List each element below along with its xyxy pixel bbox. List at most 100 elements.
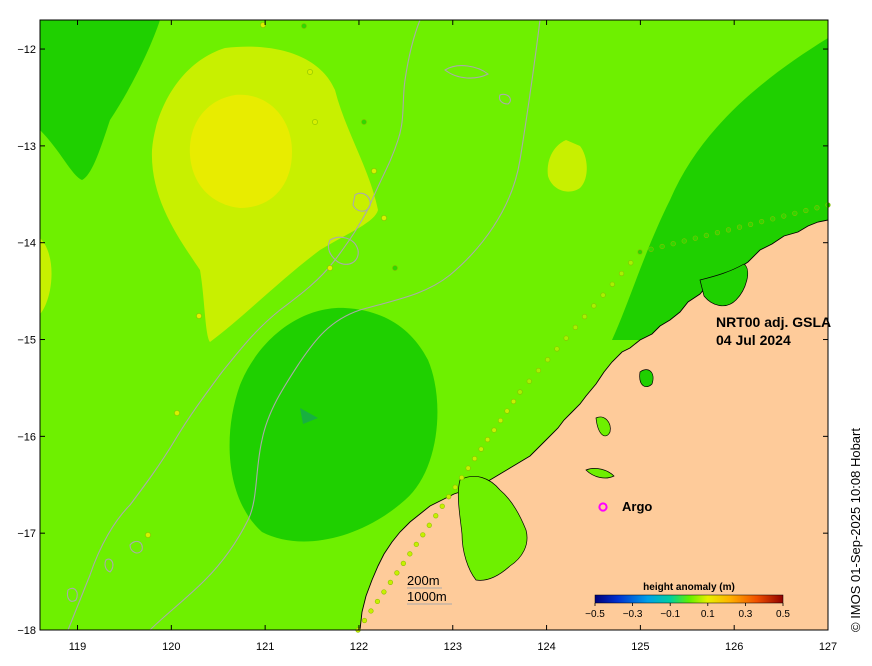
high-anomaly-west-edge	[40, 238, 52, 314]
coastal-wetland-3	[639, 369, 654, 387]
track-dot	[582, 314, 588, 320]
track-dot	[381, 589, 387, 595]
x-tick-label: 121	[256, 641, 274, 653]
peak-anomaly-region	[189, 94, 292, 208]
colorbar-title: height anomaly (m)	[643, 582, 735, 593]
contour-island-3	[444, 65, 490, 79]
track-dot	[714, 230, 721, 236]
contour-island-7	[498, 93, 511, 105]
x-tick-label: 119	[69, 641, 87, 653]
x-tick-label: 125	[631, 641, 649, 653]
colorbar-tick-label: −0.5	[585, 609, 605, 620]
y-tick-label: −17	[17, 528, 36, 540]
track-dot	[725, 227, 732, 233]
y-tick-label: −12	[17, 44, 36, 56]
x-tick-label: 127	[819, 641, 837, 653]
x-axis: 119 120 121 122 123 124 125 126 127	[69, 20, 837, 653]
track-dot	[491, 427, 497, 433]
track-dot	[452, 484, 458, 490]
depth-label-1000m: 1000m	[407, 589, 447, 604]
track-dot	[433, 513, 439, 519]
map-plot-area	[40, 20, 828, 630]
track-dot	[472, 456, 478, 462]
contour-island-1	[327, 236, 359, 265]
track-dot	[312, 119, 318, 125]
colorbar-tick-label: 0.1	[701, 609, 715, 620]
colorbar: height anomaly (m) −0.5 −0.3 −0.1 0.1 0.3 0.5	[585, 582, 790, 620]
track-dot	[497, 417, 504, 424]
track-dot	[759, 218, 765, 225]
track-dot	[618, 270, 625, 277]
coastal-wetland-1	[457, 476, 528, 581]
y-tick-label: −18	[17, 625, 36, 637]
track-dot	[535, 367, 542, 374]
colorbar-gradient	[594, 594, 784, 604]
coastal-wetland-5	[595, 416, 611, 437]
y-tick-label: −15	[17, 335, 36, 347]
track-dot	[387, 579, 394, 586]
track-dot	[465, 465, 471, 471]
y-tick-label: −14	[17, 238, 36, 250]
track-dot	[572, 324, 578, 330]
track-dot	[381, 215, 387, 221]
copyright-notice: © IMOS 01-Sep-2025 10:08 Hobart	[848, 428, 863, 632]
track-dot	[307, 69, 313, 75]
track-dot	[628, 260, 634, 266]
contour-island-5	[66, 587, 78, 602]
track-dot	[563, 335, 569, 341]
track-dot	[591, 303, 597, 309]
altimetry-track-dots	[145, 22, 831, 633]
track-dot	[792, 210, 798, 216]
x-tick-label: 120	[162, 641, 180, 653]
map-title-line1: NRT00 adj. GSLA	[716, 314, 831, 330]
track-dot	[510, 398, 517, 405]
contour-200m	[67, 20, 421, 630]
track-dot	[637, 249, 643, 255]
track-dot	[413, 541, 419, 547]
track-dot	[600, 292, 606, 298]
track-dot	[361, 119, 367, 125]
track-dot	[478, 446, 484, 452]
track-dot	[459, 475, 465, 481]
coastal-wetland-2	[585, 468, 615, 479]
track-dot	[374, 598, 381, 605]
track-dot	[526, 378, 532, 384]
track-dot	[368, 608, 374, 614]
track-dot	[394, 570, 400, 576]
track-dot	[504, 408, 510, 414]
track-dot	[803, 207, 809, 214]
track-dot	[670, 241, 676, 247]
track-dot	[736, 224, 743, 230]
colorbar-tick-label: −0.3	[623, 609, 643, 620]
colorbar-tick-label: −0.1	[660, 609, 680, 620]
track-dot	[781, 213, 787, 219]
track-dot	[485, 437, 491, 443]
y-tick-label: −16	[17, 431, 36, 443]
track-dot	[327, 265, 333, 271]
track-dot	[426, 522, 432, 528]
track-dot	[648, 246, 654, 252]
track-dot	[407, 551, 413, 557]
track-dot	[554, 346, 560, 352]
track-dot	[145, 532, 151, 538]
track-dot	[371, 168, 377, 174]
low-anomaly-region-northwest	[40, 20, 160, 180]
argo-label: Argo	[622, 499, 652, 514]
low-anomaly-eddy	[229, 307, 438, 542]
track-dot	[420, 532, 426, 538]
contour-island-2	[352, 192, 371, 212]
contour-island-6	[104, 558, 114, 573]
track-dot	[174, 410, 180, 416]
track-dot	[681, 238, 687, 244]
track-dot	[301, 23, 307, 29]
track-dot	[659, 243, 665, 250]
track-dot	[439, 503, 445, 509]
track-dot	[747, 221, 754, 227]
high-anomaly-small-east	[547, 140, 587, 192]
y-tick-label: −13	[17, 141, 36, 153]
contour-1000m	[149, 20, 541, 630]
plot-frame	[39, 19, 829, 631]
depth-label-200m: 200m	[407, 573, 440, 588]
track-dot	[703, 232, 709, 239]
